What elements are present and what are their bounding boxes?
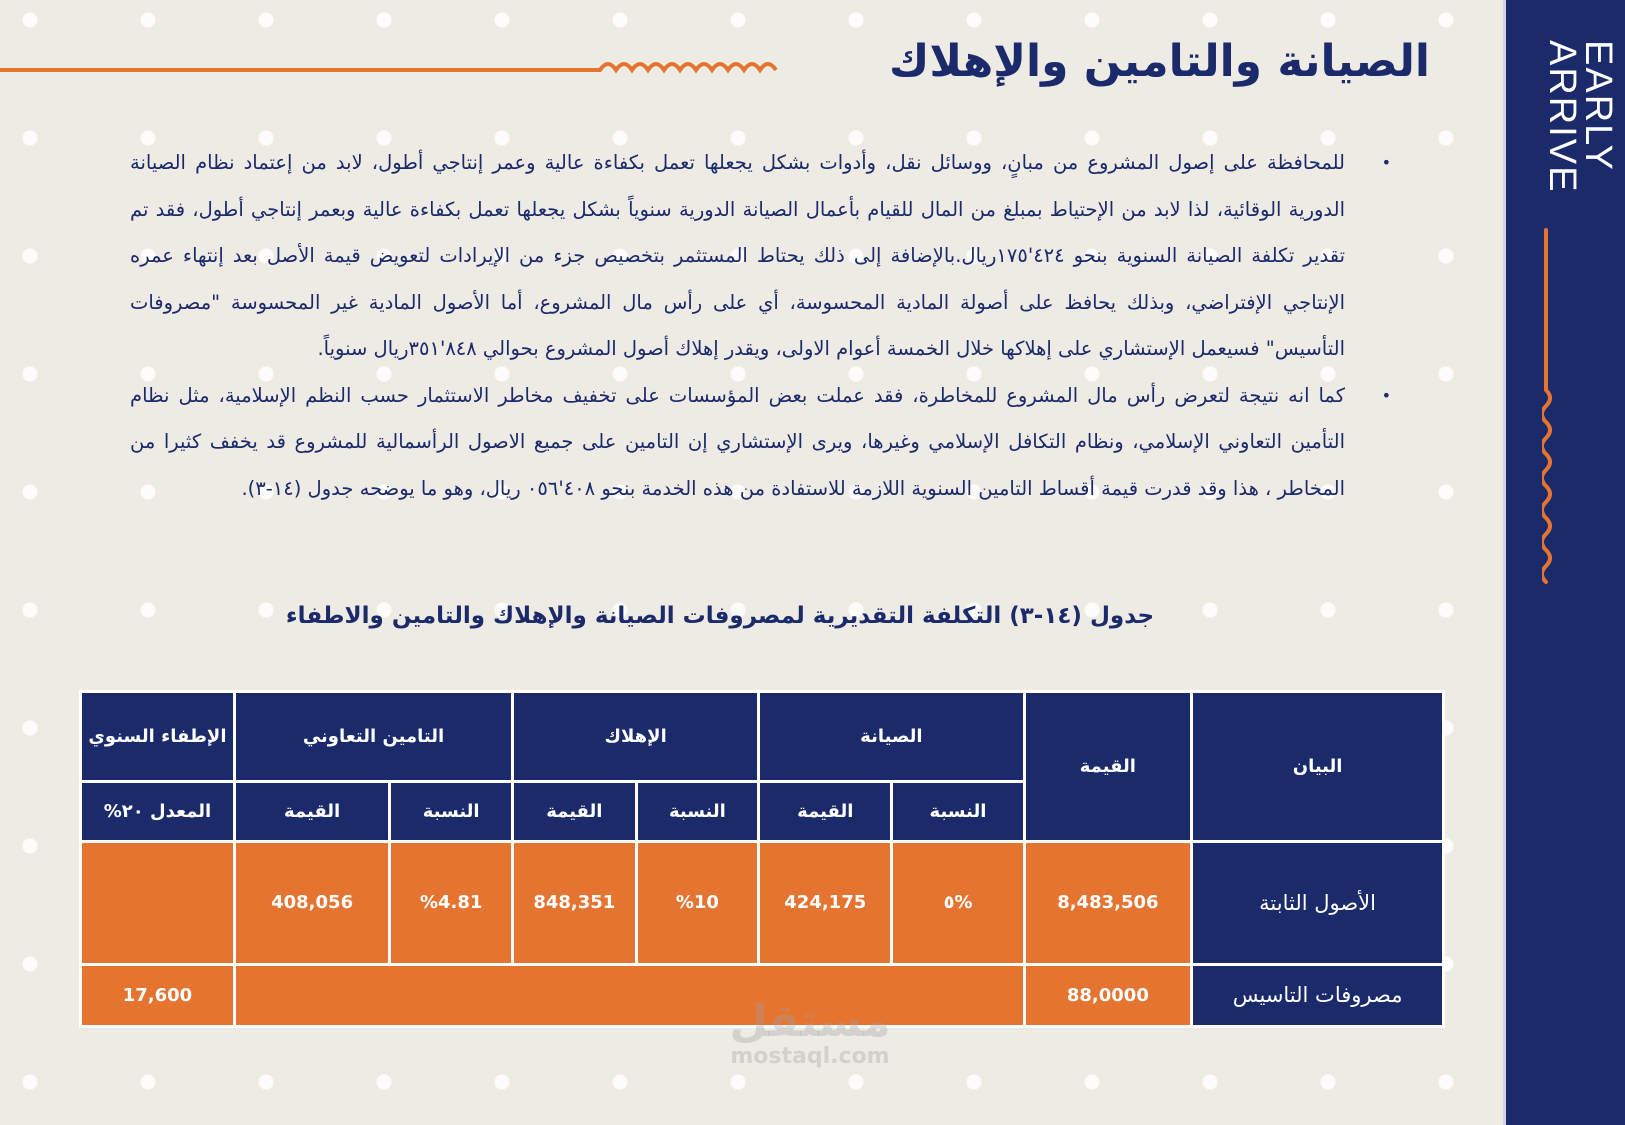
- table-cell: %10: [637, 842, 758, 963]
- header-maintenance: الصيانة: [760, 693, 1023, 780]
- row-label: مصروفات التاسيس: [1193, 965, 1442, 1025]
- decorative-wave-line: [1542, 228, 1552, 584]
- subheader-cell: النسبة: [391, 782, 512, 840]
- subheader-cell: النسبة: [637, 782, 758, 840]
- watermark: مستقل mostaql.com: [700, 1000, 920, 1070]
- table-cell: %4.81: [391, 842, 512, 963]
- bullet-paragraph-1: للمحافظة على إصول المشروع من مبانٍ، ووسا…: [130, 140, 1391, 373]
- table-cell-empty: [235, 965, 1023, 1025]
- table-caption: جدول (١٤-٣) التكلفة التقديرية لمصروفات ا…: [285, 603, 1155, 629]
- table-cell: [82, 842, 233, 963]
- row-amortization: 17,600: [82, 965, 233, 1025]
- row-value: 8,483,506: [1025, 842, 1191, 963]
- sidebar-brand-strip: EARLY ARRIVE: [1503, 0, 1625, 1125]
- table-cell: 848,351: [514, 842, 635, 963]
- page-title: الصيانة والتامين والإهلاك: [889, 36, 1430, 87]
- watermark-latin: mostaql.com: [730, 1044, 890, 1069]
- subheader-cell: النسبة: [893, 782, 1023, 840]
- table-row: الأصول الثابتة 8,483,506 %٥ 424,175 %10 …: [82, 842, 1442, 963]
- logo-text-arrive: ARRIVE: [1541, 40, 1583, 194]
- subheader-cell: القيمة: [760, 782, 891, 840]
- header-depreciation: الإهلاك: [514, 693, 758, 780]
- row-label: الأصول الثابتة: [1193, 842, 1442, 963]
- table-cell: 408,056: [235, 842, 389, 963]
- header-amortization: الإطفاء السنوي: [82, 693, 233, 780]
- cost-table: البيان القيمة الصيانة الإهلاك التامين ال…: [79, 690, 1445, 1028]
- title-underline-wave: [0, 62, 778, 74]
- watermark-arabic: مستقل: [729, 996, 891, 1047]
- subheader-cell: المعدل ٢٠%: [82, 782, 233, 840]
- body-text: للمحافظة على إصول المشروع من مبانٍ، ووسا…: [130, 140, 1391, 513]
- header-insurance: التامين التعاوني: [235, 693, 512, 780]
- logo-text-early: EARLY: [1577, 40, 1619, 172]
- subheader-cell: القيمة: [235, 782, 389, 840]
- table-row: مصروفات التاسيس 88,0000 17,600: [82, 965, 1442, 1025]
- row-value: 88,0000: [1025, 965, 1191, 1025]
- table-cell: %٥: [893, 842, 1023, 963]
- table-cell: 424,175: [760, 842, 891, 963]
- header-item: البيان: [1193, 693, 1442, 840]
- bullet-paragraph-2: كما انه نتيجة لتعرض رأس مال المشروع للمخ…: [130, 373, 1391, 513]
- subheader-cell: القيمة: [514, 782, 635, 840]
- header-value: القيمة: [1025, 693, 1191, 840]
